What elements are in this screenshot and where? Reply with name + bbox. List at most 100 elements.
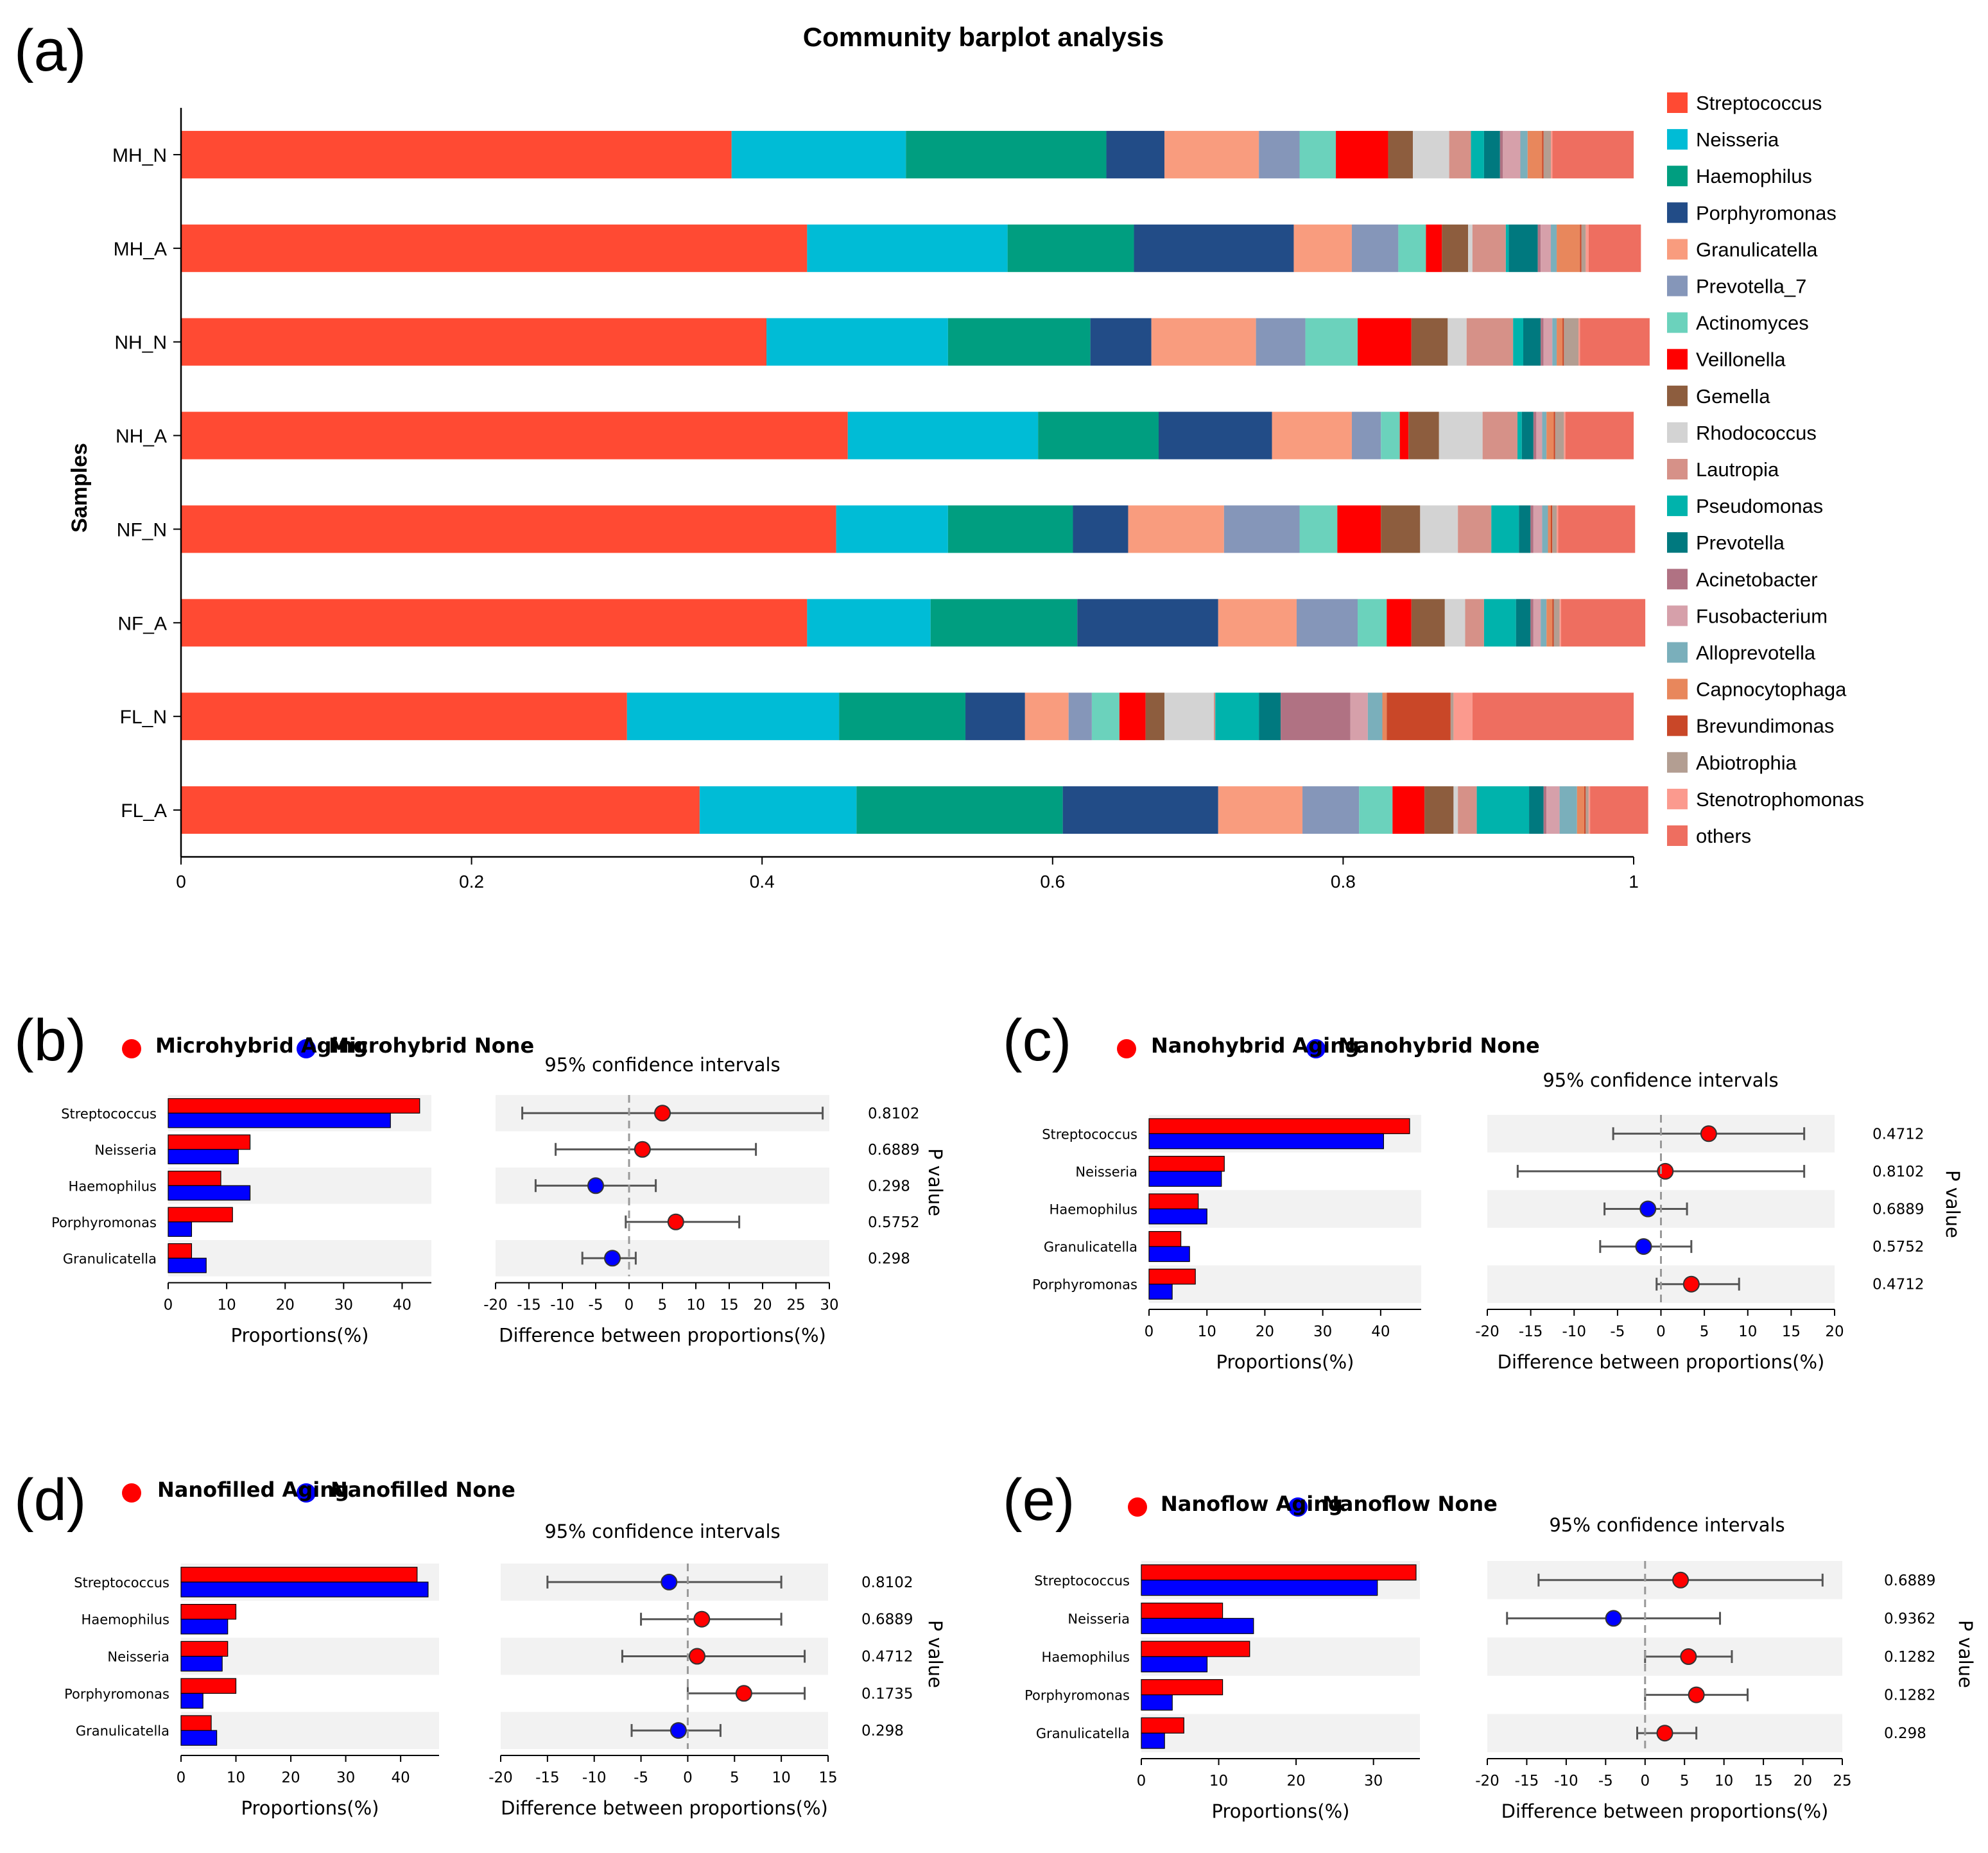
panel-label: (e)	[1003, 1467, 1075, 1533]
bar-segment	[1272, 411, 1352, 460]
bar-none	[180, 1730, 218, 1746]
bar-segment	[1038, 411, 1159, 460]
legend-label: Streptococcus	[1696, 92, 1822, 114]
bar-segment	[1358, 318, 1412, 366]
legend-marker-aging	[122, 1039, 141, 1058]
bar-aging	[180, 1603, 237, 1620]
bar-segment	[1145, 693, 1165, 741]
x-tick-label: 0.4	[750, 872, 775, 892]
stacked-barplot: MH_N MH_A NH_N NH_A NF_N NF_A FL_N FL_A 0 0.2 0.4 0…	[112, 108, 1650, 892]
bar-none	[168, 1221, 193, 1237]
bar-segment	[1259, 130, 1300, 178]
bar-segment	[1529, 786, 1544, 834]
bar-aging	[180, 1715, 212, 1731]
bar-segment	[807, 599, 931, 647]
category-label: Haemophilus	[1050, 1202, 1137, 1218]
legend-label: Pseudomonas	[1696, 495, 1823, 517]
bar-none	[168, 1149, 239, 1164]
legend-swatch	[1667, 129, 1688, 150]
bar-segment	[1491, 505, 1519, 553]
category-label: Neisseria	[107, 1650, 169, 1665]
bar-segment	[1543, 318, 1553, 366]
bar-segment	[856, 786, 1063, 834]
bar-segment	[766, 318, 948, 366]
bar-segment	[1388, 130, 1413, 178]
x-tick-label: 0	[164, 1297, 173, 1314]
ci-x-tick-label: -20	[1475, 1773, 1500, 1789]
legend-label-none: Nanohybrid None	[1338, 1033, 1540, 1058]
bar-segment	[1382, 693, 1387, 741]
p-value: 0.6889	[1872, 1202, 1924, 1218]
ci-x-tick-label: -15	[1519, 1323, 1543, 1340]
ci-point	[587, 1177, 604, 1194]
ci-x-tick-label: -10	[582, 1770, 607, 1786]
legend-label-none: Microhybrid None	[329, 1033, 534, 1058]
bar-segment	[1581, 224, 1586, 272]
category-label: Porphyromonas	[1032, 1277, 1137, 1293]
ci-x-tick-label: -5	[1598, 1773, 1613, 1789]
bar-aging	[1148, 1118, 1410, 1134]
bar-segment	[1542, 505, 1548, 553]
p-value: 0.5752	[1872, 1239, 1924, 1255]
x-tick-label: 10	[227, 1770, 245, 1786]
bar-segment	[1420, 505, 1458, 553]
x-tick-label: 10	[1209, 1773, 1228, 1789]
bar-segment	[1450, 693, 1454, 741]
ci-x-tick-label: -15	[517, 1297, 541, 1314]
x-tick-label: 0	[1145, 1323, 1154, 1340]
bar-segment	[627, 693, 840, 741]
p-value: 0.6889	[868, 1142, 919, 1159]
legend-label: Stenotrophomonas	[1696, 788, 1864, 811]
ci-x-tick-label: 0	[683, 1770, 693, 1786]
ci-point	[670, 1722, 687, 1739]
bar-segment	[1541, 599, 1547, 647]
ci-x-tick-label: 20	[753, 1297, 772, 1314]
legend-label: Capnocytophaga	[1696, 678, 1847, 701]
bar-segment	[1458, 786, 1477, 834]
legend-label: Rhodococcus	[1696, 422, 1817, 444]
x-tick-label: 20	[276, 1297, 295, 1314]
ci-x-tick-label: 20	[1794, 1773, 1812, 1789]
bar-segment	[181, 599, 808, 647]
x-tick-label: 0	[176, 872, 186, 892]
p-value: 0.1282	[1884, 1687, 1935, 1704]
bar-segment	[1541, 318, 1544, 366]
bar-segment	[181, 505, 836, 553]
bar-segment	[1584, 786, 1586, 834]
p-value: 0.5752	[868, 1214, 919, 1231]
x-axis-label: Proportions(%)	[1212, 1800, 1350, 1822]
p-value: 0.4712	[861, 1649, 913, 1666]
x-tick-label: 0.6	[1040, 872, 1065, 892]
bar-segment	[1536, 411, 1543, 460]
ci-x-tick-label: -15	[535, 1770, 560, 1786]
bar-segment	[181, 693, 627, 741]
ci-title: 95% confidence intervals	[1543, 1069, 1778, 1091]
bar-segment	[181, 318, 766, 366]
category-label: Granulicatella	[1044, 1239, 1137, 1255]
bar-segment	[1302, 786, 1360, 834]
bar-segment	[1543, 786, 1547, 834]
legend-swatch	[1667, 642, 1688, 663]
ci-point	[1672, 1571, 1690, 1589]
bar-segment	[1106, 130, 1165, 178]
bar-segment	[1562, 318, 1564, 366]
p-value: 0.8102	[1872, 1164, 1924, 1180]
x-tick-label: 10	[217, 1297, 236, 1314]
ci-x-tick-label: 30	[820, 1297, 838, 1314]
bar-segment	[1299, 130, 1336, 178]
x-tick-label: 0.8	[1331, 872, 1356, 892]
ci-point	[735, 1685, 752, 1702]
p-value: 0.6889	[861, 1612, 913, 1628]
bar-none	[1141, 1732, 1165, 1749]
category-label: Neisseria	[1075, 1164, 1137, 1180]
bar-segment	[1530, 599, 1534, 647]
bar-aging	[1141, 1679, 1223, 1696]
legend-label: Fusobacterium	[1696, 605, 1828, 627]
bar-segment	[1472, 224, 1506, 272]
legend-swatch	[1667, 678, 1688, 700]
x-tick-label: 0	[177, 1770, 186, 1786]
bar-segment	[1551, 224, 1557, 272]
bar-segment	[1537, 224, 1541, 272]
bar-segment	[1472, 693, 1634, 741]
